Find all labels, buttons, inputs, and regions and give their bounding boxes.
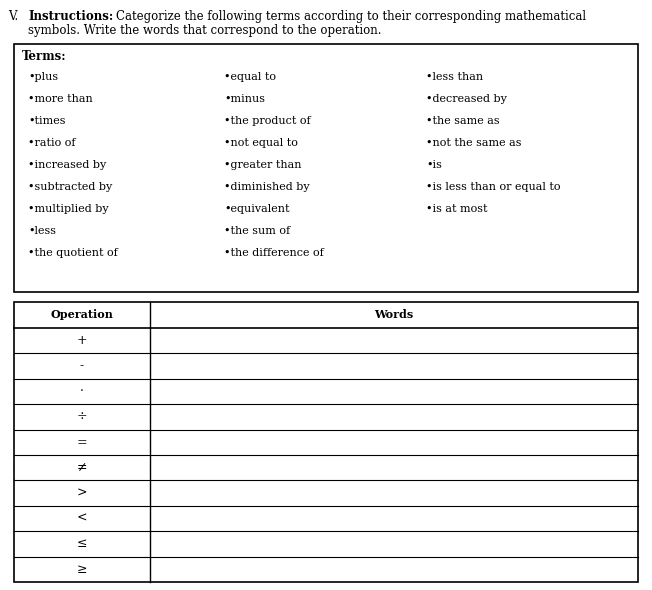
Text: Words: Words: [374, 310, 413, 320]
Text: •greater than: •greater than: [224, 160, 301, 170]
Text: •diminished by: •diminished by: [224, 182, 310, 192]
Text: •more than: •more than: [28, 94, 93, 104]
Text: •ratio of: •ratio of: [28, 138, 76, 148]
Text: •the sum of: •the sum of: [224, 226, 290, 236]
Text: Terms:: Terms:: [22, 50, 67, 63]
Text: symbols. Write the words that correspond to the operation.: symbols. Write the words that correspond…: [28, 24, 381, 37]
Text: •the difference of: •the difference of: [224, 248, 324, 258]
Text: <: <: [77, 512, 87, 525]
Text: •is: •is: [426, 160, 442, 170]
Text: •is at most: •is at most: [426, 204, 488, 214]
Text: •multiplied by: •multiplied by: [28, 204, 109, 214]
Text: ≠: ≠: [77, 461, 87, 474]
Text: +: +: [77, 334, 87, 347]
Text: >: >: [77, 487, 87, 500]
Text: ≥: ≥: [77, 563, 87, 576]
Text: •the quotient of: •the quotient of: [28, 248, 118, 258]
Text: Operation: Operation: [51, 310, 113, 320]
Text: Instructions:: Instructions:: [28, 10, 113, 23]
Text: •less: •less: [28, 226, 56, 236]
Bar: [14, 44, 638, 292]
Text: •equivalent: •equivalent: [224, 204, 289, 214]
Text: •the product of: •the product of: [224, 116, 310, 126]
Text: •plus: •plus: [28, 72, 58, 82]
Text: •not the same as: •not the same as: [426, 138, 522, 148]
Bar: [14, 302, 638, 582]
Text: ·: ·: [80, 385, 84, 398]
Text: •minus: •minus: [224, 94, 265, 104]
Text: ÷: ÷: [77, 411, 87, 424]
Text: V.: V.: [8, 10, 18, 23]
Text: •the same as: •the same as: [426, 116, 499, 126]
Text: Categorize the following terms according to their corresponding mathematical: Categorize the following terms according…: [116, 10, 586, 23]
Text: •not equal to: •not equal to: [224, 138, 298, 148]
Text: •is less than or equal to: •is less than or equal to: [426, 182, 561, 192]
Text: •decreased by: •decreased by: [426, 94, 507, 104]
Text: •equal to: •equal to: [224, 72, 276, 82]
Text: •times: •times: [28, 116, 65, 126]
Text: •subtracted by: •subtracted by: [28, 182, 112, 192]
Text: =: =: [77, 436, 87, 449]
Text: ≤: ≤: [77, 537, 87, 550]
Text: -: -: [80, 359, 84, 373]
Text: •increased by: •increased by: [28, 160, 106, 170]
Text: •less than: •less than: [426, 72, 483, 82]
